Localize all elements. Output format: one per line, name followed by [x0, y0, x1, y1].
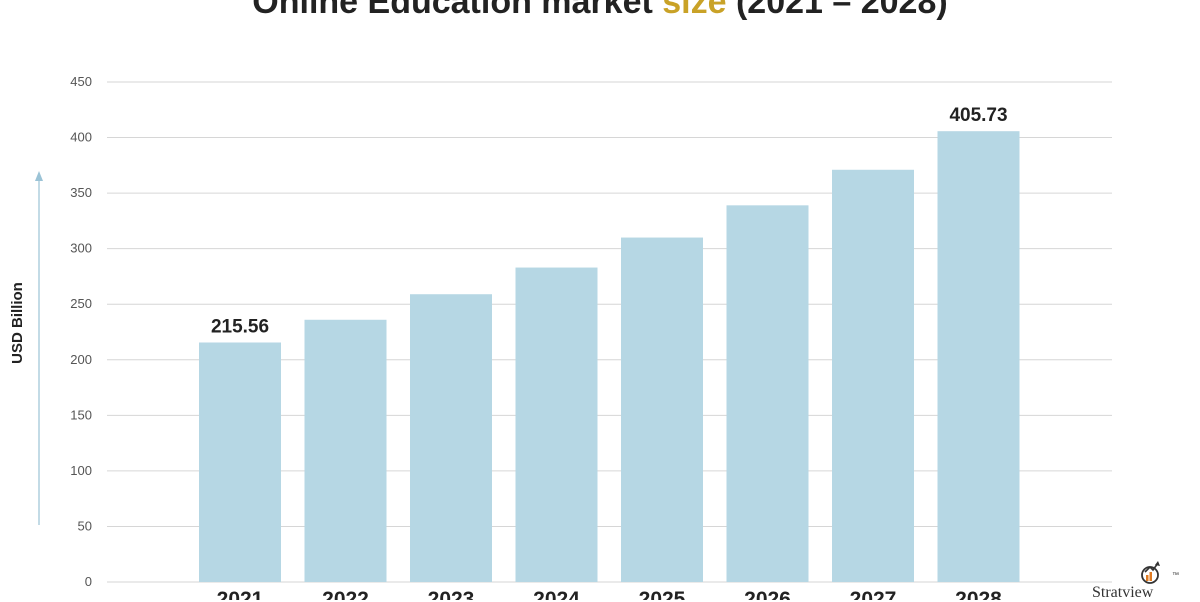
y-tick-label: 50	[78, 518, 92, 533]
bars	[199, 131, 1020, 583]
y-tick-label: 400	[70, 130, 92, 145]
y-tick-label: 450	[70, 74, 92, 89]
y-tick-label: 300	[70, 241, 92, 256]
y-tick-labels: 0 50 100 150 200 250 300 350 400 450	[70, 74, 92, 589]
data-label-2021: 215.56	[211, 316, 269, 337]
y-tick-label: 100	[70, 463, 92, 478]
y-axis-arrow	[35, 171, 43, 525]
y-tick-label: 200	[70, 352, 92, 367]
bar-2024	[515, 267, 598, 582]
x-tick-label-2028: 2028	[955, 588, 1002, 600]
bar-2026	[726, 205, 809, 583]
data-label-2028: 405.73	[949, 105, 1007, 126]
bar-2028	[937, 131, 1020, 582]
x-tick-label-2021: 2021	[217, 588, 264, 600]
y-tick-label: 150	[70, 407, 92, 422]
x-tick-label-2027: 2027	[850, 588, 897, 600]
y-axis-label: USD Billion	[9, 282, 26, 364]
x-tick-labels: 2021 2022 2023 2024 2025 2026 2027 2028	[217, 588, 1003, 600]
x-tick-label-2025: 2025	[639, 588, 686, 600]
bar-2022	[304, 319, 387, 582]
logo-mark-icon	[1141, 561, 1160, 584]
logo-trademark: ™	[1172, 572, 1179, 579]
bar-2021	[199, 342, 281, 582]
y-tick-label: 350	[70, 185, 92, 200]
data-labels: 215.56 405.73	[211, 105, 1008, 337]
title-part-3: (2021 – 2028)	[726, 0, 948, 21]
bar-2027	[832, 169, 914, 582]
x-tick-label-2024: 2024	[533, 588, 580, 600]
chart-title: Online Education market size (2021 – 202…	[0, 0, 1200, 22]
title-part-accent: size	[662, 0, 727, 21]
x-tick-label-2023: 2023	[428, 588, 475, 600]
y-tick-label: 250	[70, 296, 92, 311]
bar-2023	[410, 294, 492, 582]
logo-text: Stratview	[1092, 584, 1154, 601]
title-part-1: Online Education market	[252, 0, 663, 21]
x-tick-label-2026: 2026	[744, 588, 791, 600]
stratview-logo: Stratview ™	[1088, 558, 1188, 601]
x-tick-label-2022: 2022	[322, 588, 369, 600]
y-tick-label: 0	[85, 574, 92, 589]
bar-2025	[621, 237, 703, 583]
